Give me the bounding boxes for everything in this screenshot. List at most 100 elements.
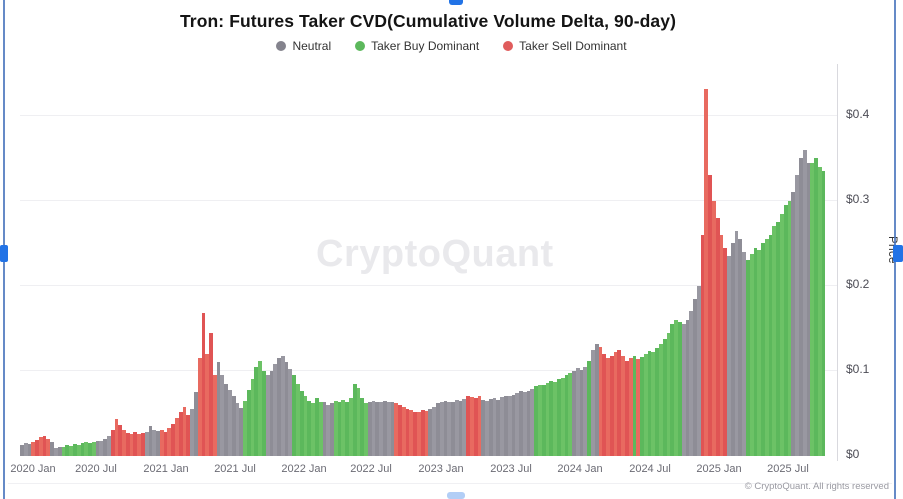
price-bar — [50, 442, 55, 456]
x-tick-label: 2024 Jul — [629, 463, 671, 475]
chart-title: Tron: Futures Taker CVD(Cumulative Volum… — [179, 11, 677, 31]
gridline-$0.1 — [20, 370, 837, 371]
cvd-price-bars — [20, 69, 826, 456]
price-bar — [473, 398, 478, 456]
price-bar — [118, 425, 123, 456]
price-bar — [235, 403, 240, 456]
price-bar — [443, 401, 448, 456]
selection-handle-bottom[interactable] — [447, 492, 465, 499]
selection-handle-right[interactable] — [893, 245, 903, 262]
price-bar — [413, 412, 418, 456]
price-bar — [46, 439, 51, 456]
price-bar — [91, 442, 96, 456]
price-bar — [398, 405, 402, 456]
price-bar — [677, 322, 682, 456]
price-bar — [511, 395, 516, 456]
price-bar — [795, 175, 799, 456]
price-bar — [568, 373, 573, 456]
price-bar — [231, 396, 236, 456]
price-bar — [254, 367, 259, 456]
price-bar — [730, 243, 735, 456]
price-bar — [500, 397, 504, 456]
price-bar — [175, 418, 179, 456]
price-bar — [61, 447, 66, 456]
price-bar — [742, 252, 746, 456]
legend-item-taker-buy[interactable]: Taker Buy Dominant — [355, 39, 479, 53]
price-bar — [693, 299, 697, 456]
price-bar — [625, 361, 629, 456]
price-bar — [579, 370, 584, 456]
price-bar — [783, 205, 788, 456]
price-bar — [243, 401, 247, 456]
price-bar — [265, 375, 270, 456]
price-bar — [802, 150, 807, 456]
price-bar — [753, 248, 758, 456]
price-bar — [42, 436, 47, 456]
price-bar — [696, 286, 701, 456]
price-bar — [776, 222, 781, 456]
price-bar — [628, 358, 633, 456]
price-bar — [38, 437, 43, 456]
price-bar — [458, 401, 463, 456]
price-bar — [201, 313, 206, 456]
price-bar — [798, 158, 803, 456]
price-bar — [780, 214, 784, 456]
legend-item-taker-sell[interactable]: Taker Sell Dominant — [503, 39, 627, 53]
price-bar — [220, 375, 225, 456]
price-bar — [417, 412, 421, 456]
price-bar — [485, 401, 489, 456]
price-bar — [246, 390, 251, 456]
price-bar — [454, 400, 459, 456]
price-bar — [379, 402, 383, 456]
price-bar — [409, 410, 414, 456]
x-tick-label: 2021 Jul — [214, 463, 256, 475]
gridline-$0.3 — [20, 200, 837, 201]
price-bar — [20, 445, 24, 456]
price-bar — [572, 371, 576, 456]
x-tick-label: 2020 Jul — [75, 463, 117, 475]
price-bar — [23, 443, 28, 456]
price-bar — [144, 432, 149, 456]
price-bar — [689, 311, 694, 456]
price-bar — [700, 235, 705, 456]
price-bar — [723, 248, 728, 456]
price-bar — [296, 384, 300, 456]
price-bar — [564, 375, 569, 456]
price-bar — [640, 357, 644, 456]
price-bar — [670, 324, 675, 456]
price-bar — [806, 163, 811, 456]
y-tick-label: $0.3 — [846, 191, 870, 206]
price-bar — [609, 356, 614, 456]
price-bar — [57, 447, 62, 456]
price-bar — [262, 371, 266, 456]
price-bar — [655, 348, 660, 456]
price-bar — [269, 371, 274, 456]
price-bar — [583, 367, 588, 456]
selection-handle-top[interactable] — [449, 0, 463, 5]
price-bar — [632, 356, 637, 456]
price-bar — [821, 171, 826, 456]
price-bar — [133, 432, 138, 456]
price-bar — [643, 354, 648, 456]
price-bar — [787, 201, 792, 456]
x-tick-label: 2022 Jul — [350, 463, 392, 475]
x-tick-label: 2020 Jan — [10, 463, 56, 475]
price-bar — [715, 218, 720, 456]
price-bar — [311, 403, 315, 456]
price-bar — [125, 433, 130, 456]
price-bar — [708, 175, 712, 456]
x-tick-label: 2023 Jul — [490, 463, 532, 475]
price-bar — [746, 260, 750, 456]
price-bar — [114, 419, 119, 456]
price-bar — [72, 444, 77, 456]
price-bar — [122, 430, 126, 456]
selection-handle-left[interactable] — [0, 245, 8, 262]
price-bar — [288, 369, 293, 456]
price-bar — [538, 385, 542, 456]
legend-item-neutral[interactable]: Neutral — [276, 39, 331, 53]
price-bar — [651, 352, 656, 456]
neutral-dot-icon — [276, 41, 287, 51]
x-tick-label: 2021 Jan — [143, 463, 189, 475]
price-bar — [292, 375, 297, 456]
price-bar — [54, 448, 58, 456]
